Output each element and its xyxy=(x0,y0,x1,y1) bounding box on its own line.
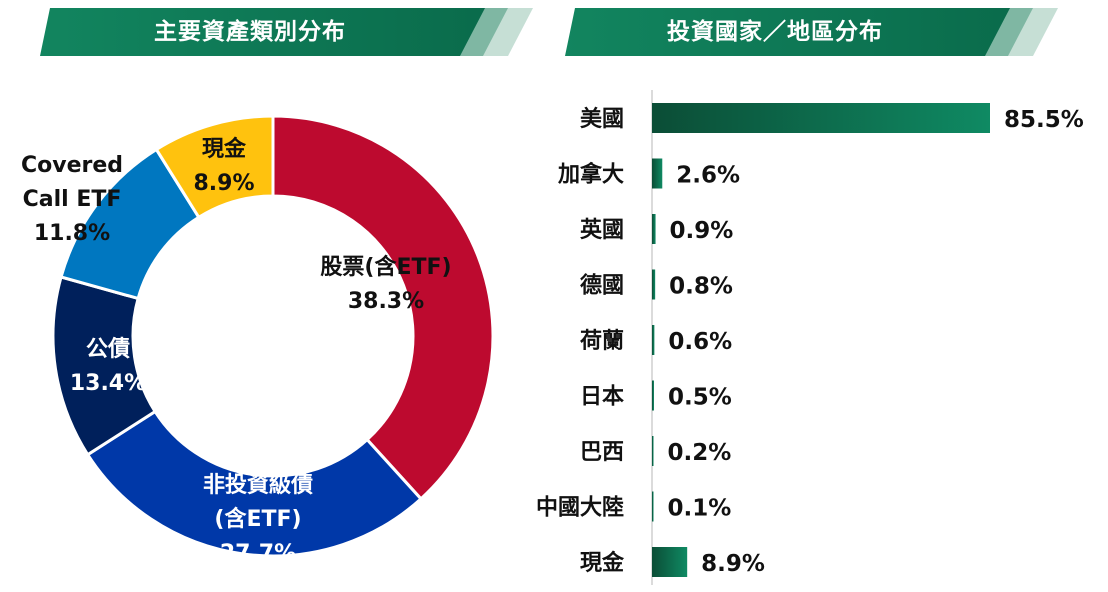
country-allocation-header: 投資國家／地區分布 xyxy=(565,8,1060,56)
slice-name-label: Covered xyxy=(21,153,123,178)
donut-slice xyxy=(85,409,424,558)
donut-slice xyxy=(271,114,495,501)
bar-category-label: 現金 xyxy=(580,550,625,576)
slice-value-label: 27.7% xyxy=(220,541,296,566)
slice-name-label: 現金 xyxy=(202,136,247,162)
bar-rect xyxy=(652,158,663,189)
slice-value-label: 8.9% xyxy=(193,171,254,196)
bar-value-label: 85.5% xyxy=(1004,107,1084,133)
asset-allocation-title: 主要資產類別分布 xyxy=(154,19,346,45)
slice-name-label: 公債 xyxy=(86,337,130,362)
bar-category-label: 巴西 xyxy=(580,440,624,465)
bar-category-label: 德國 xyxy=(580,273,624,299)
bar-category-label: 英國 xyxy=(580,218,624,243)
bar-category-label: 加拿大 xyxy=(557,162,624,188)
bar-rect xyxy=(652,491,654,522)
bar-value-label: 0.1% xyxy=(668,496,732,522)
header-banner-left xyxy=(40,8,533,56)
bar-rect xyxy=(652,269,656,300)
slice-name-label: 股票(含ETF) xyxy=(320,254,451,280)
country-allocation-title: 投資國家／地區分布 xyxy=(667,19,883,45)
country-bar-chart: 美國 85.5% 加拿大 2.6% 英國 0.9% 德國 0.8% 荷蘭 0.6% 日本 0.5% 巴西… xyxy=(536,90,1084,585)
bar-category-label: 日本 xyxy=(580,385,624,410)
bar-rect xyxy=(652,547,688,577)
bar-category-label: 荷蘭 xyxy=(580,329,624,354)
slice-value-label: 11.8% xyxy=(34,221,110,246)
bar-value-label: 8.9% xyxy=(701,551,765,577)
asset-allocation-header: 主要資產類別分布 xyxy=(40,8,535,56)
bar-rect xyxy=(652,214,656,244)
bar-rect xyxy=(652,325,655,355)
slice-name-label: (含ETF) xyxy=(214,506,301,532)
bar-value-label: 0.6% xyxy=(668,329,732,355)
bar-value-label: 0.2% xyxy=(668,440,732,466)
slice-name-label: Call ETF xyxy=(23,187,122,212)
slice-value-label: 38.3% xyxy=(348,289,424,314)
bar-value-label: 0.9% xyxy=(670,218,734,244)
slice-name-label: 非投資級債 xyxy=(203,472,313,498)
bar-value-label: 0.8% xyxy=(669,274,733,300)
donut-slice xyxy=(154,114,275,220)
bar-value-label: 2.6% xyxy=(676,163,740,189)
slice-value-label: 13.4% xyxy=(70,371,146,396)
bar-rect xyxy=(652,103,990,133)
header-banner-right xyxy=(565,8,1058,56)
bar-rect xyxy=(652,380,654,411)
bar-value-label: 0.5% xyxy=(668,385,732,411)
bar-category-label: 中國大陸 xyxy=(536,495,624,521)
bar-rect xyxy=(652,436,654,466)
asset-donut-chart: 股票(含ETF) 38.3% 非投資級債 (含ETF) 27.7% 公債 13.4% Cove… xyxy=(21,114,495,566)
bar-category-label: 美國 xyxy=(580,106,624,132)
